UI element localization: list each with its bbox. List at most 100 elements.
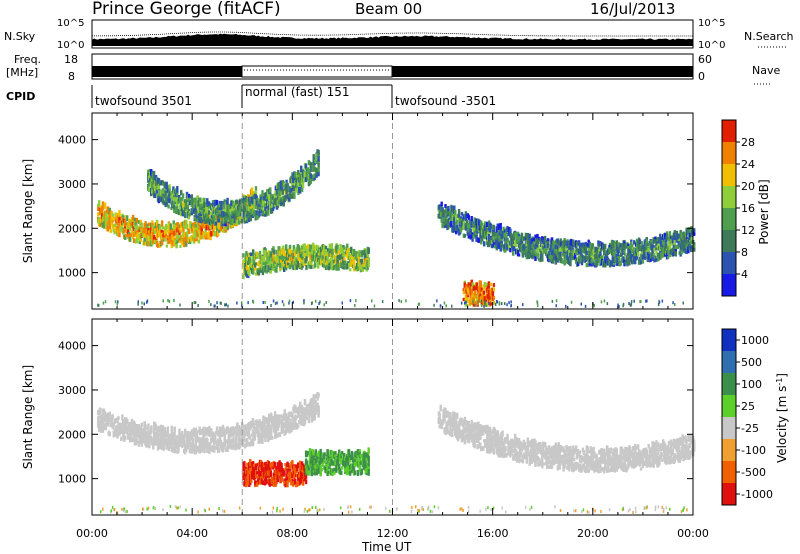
echo-cell xyxy=(580,250,584,254)
echo-cell xyxy=(111,414,114,419)
echo-cell xyxy=(135,238,139,244)
echo-cell xyxy=(539,238,542,242)
echo-cell xyxy=(513,246,516,252)
echo-cell xyxy=(97,416,100,422)
echo-cell xyxy=(170,430,173,437)
echo-region-4 xyxy=(462,279,496,307)
echo-cell xyxy=(310,264,313,269)
echo-cell xyxy=(455,229,458,235)
speckle-cell xyxy=(264,300,266,304)
echo-cell xyxy=(646,242,649,247)
echo-cell xyxy=(141,435,144,441)
echo-cell xyxy=(691,234,694,238)
speckle-cell xyxy=(240,301,243,305)
echo-cell xyxy=(460,212,464,216)
speckle-cell xyxy=(349,299,352,303)
echo-cell xyxy=(161,429,165,437)
speckle-cell xyxy=(570,300,573,304)
echo-cell xyxy=(165,225,169,229)
speckle-cell xyxy=(292,300,294,304)
echo-cell xyxy=(678,235,681,239)
echo-cell xyxy=(233,439,236,443)
echo-cell xyxy=(535,252,538,257)
echo-cell xyxy=(534,256,537,261)
noise-search-trace xyxy=(92,31,693,37)
echo-cell xyxy=(223,442,226,448)
noise-sky-label: N.Sky xyxy=(4,30,36,43)
echo-cell xyxy=(601,255,604,262)
echo-cell xyxy=(355,263,359,270)
echo-cell xyxy=(206,214,209,220)
echo-cell xyxy=(261,437,264,444)
echo-cell xyxy=(485,282,489,287)
echo-cell xyxy=(278,192,282,197)
echo-cell xyxy=(456,219,459,224)
echo-cell xyxy=(275,414,279,418)
echo-cell xyxy=(185,219,188,226)
echo-cell xyxy=(214,434,217,438)
echo-cell xyxy=(151,438,154,443)
echo-cell xyxy=(249,257,252,264)
echo-cell xyxy=(676,244,679,250)
echo-cell xyxy=(247,206,251,212)
echo-cell xyxy=(660,240,663,247)
speckle-cell xyxy=(288,299,291,303)
echo-cell xyxy=(487,281,491,287)
echo-cell xyxy=(501,230,504,236)
noise-tick-left-bottom: 10^0 xyxy=(57,40,84,51)
echo-cell xyxy=(167,204,170,209)
echo-cell xyxy=(337,266,340,271)
echo-cell xyxy=(216,225,219,232)
echo-cell xyxy=(331,260,334,268)
echo-cell xyxy=(269,270,272,274)
echo-cell xyxy=(271,194,275,198)
speckle-cell xyxy=(646,299,648,303)
echo-cell xyxy=(173,204,176,210)
echo-cell xyxy=(652,245,655,250)
echo-cell xyxy=(455,214,458,220)
echo-cell xyxy=(114,226,117,232)
echo-cell xyxy=(281,247,284,255)
echo-cell xyxy=(662,252,665,258)
echo-cell xyxy=(233,204,236,209)
echo-cell xyxy=(528,233,531,240)
echo-cell xyxy=(148,432,151,438)
echo-cell xyxy=(116,417,119,423)
echo-cell xyxy=(559,238,562,244)
echo-cell xyxy=(226,225,230,231)
echo-cell xyxy=(104,426,108,431)
echo-cell xyxy=(247,429,251,434)
echo-cell xyxy=(116,212,119,217)
echo-cell xyxy=(217,447,221,451)
echo-cell xyxy=(672,244,676,249)
echo-cell xyxy=(167,237,171,244)
echo-cell xyxy=(229,203,232,211)
echo-cell xyxy=(245,439,249,446)
echo-cell xyxy=(280,201,283,206)
echo-cell xyxy=(130,229,134,234)
echo-cell xyxy=(442,212,445,219)
echo-cell xyxy=(223,435,226,441)
echo-cell xyxy=(234,213,237,220)
echo-cell xyxy=(629,257,632,263)
echo-cell xyxy=(274,262,277,267)
echo-cell xyxy=(264,261,267,269)
echo-cell xyxy=(582,244,586,249)
echo-cell xyxy=(446,219,449,226)
echo-cell xyxy=(151,183,154,190)
echo-cell xyxy=(349,268,352,272)
echo-cell xyxy=(264,437,267,442)
echo-cell xyxy=(119,424,122,430)
echo-cell xyxy=(217,218,221,223)
echo-cell xyxy=(272,265,275,271)
echo-cell xyxy=(126,420,129,425)
echo-cell xyxy=(153,193,157,198)
echo-cell xyxy=(636,247,640,253)
speckle-cell xyxy=(536,304,539,308)
echo-cell xyxy=(202,435,205,442)
echo-cell xyxy=(546,244,550,248)
echo-cell xyxy=(191,437,195,443)
echo-cell xyxy=(346,243,349,250)
speckle-cell xyxy=(606,302,609,306)
echo-cell xyxy=(166,429,169,436)
